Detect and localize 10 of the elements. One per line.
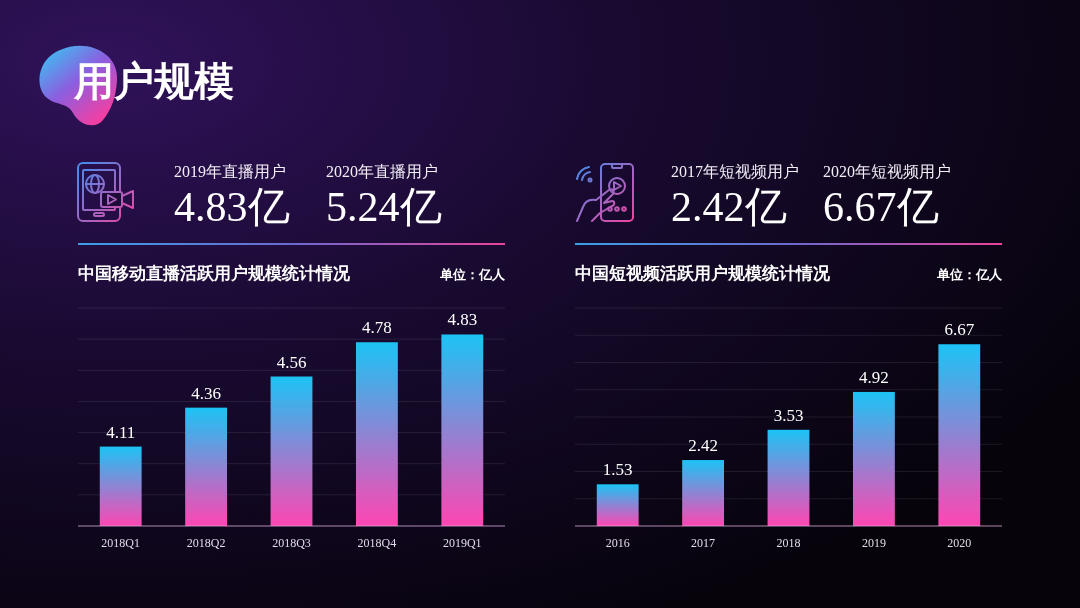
annotation: 5.24亿 xyxy=(326,184,442,230)
annotation: 单位：亿人 xyxy=(440,267,505,282)
annotation: 2020年直播用户 xyxy=(326,163,438,180)
annotation: 4.83亿 xyxy=(174,184,290,230)
annotation: 2.42亿 xyxy=(671,184,787,230)
annotation: 6.67亿 xyxy=(823,184,939,230)
annotation: 2017年短视频用户 xyxy=(671,163,799,180)
annotation: 2019年直播用户 xyxy=(174,163,286,180)
annotation: 2020年短视频用户 xyxy=(823,163,951,180)
annotation: 单位：亿人 xyxy=(937,267,1002,282)
